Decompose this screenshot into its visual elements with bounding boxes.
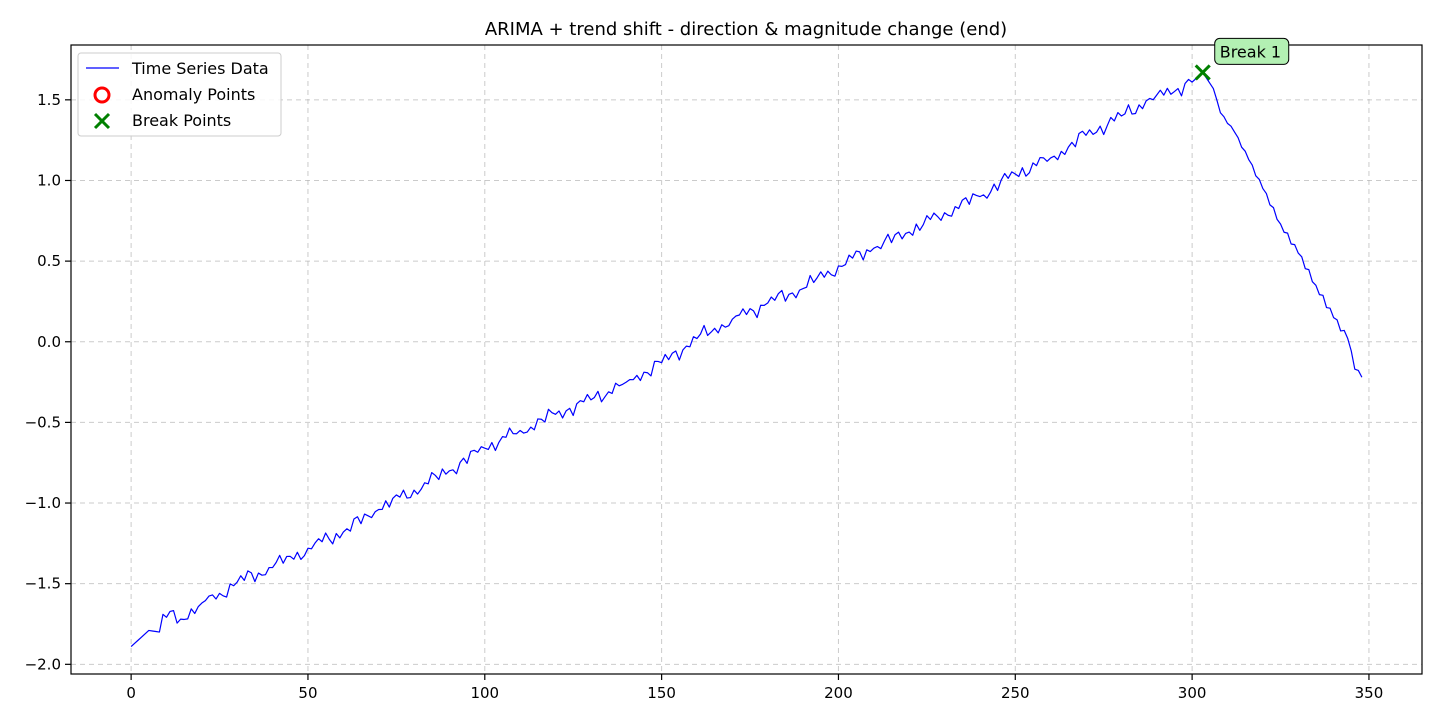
y-tick-label: 0.5: [37, 252, 61, 270]
legend-label-series: Time Series Data: [131, 59, 269, 78]
x-tick-label: 350: [1355, 684, 1384, 702]
legend: Time Series Data Anomaly Points Break Po…: [77, 52, 282, 137]
grid-layer: [71, 45, 1422, 674]
break-label: Break 1: [1220, 42, 1281, 61]
y-tick-label: 0.0: [37, 333, 61, 351]
plot-frame: [70, 44, 1423, 675]
x-tick-label: 250: [1001, 684, 1030, 702]
y-tick-label: 1.0: [37, 171, 61, 189]
tick-layer: 0 50 100 150 200 250 300 350 −2.0 −1.5 −1.0 −0.5 0.0…: [25, 91, 1384, 702]
chart-title: ARIMA + trend shift - direction & magnit…: [485, 19, 1007, 40]
break-point-marker: [1194, 64, 1211, 81]
x-tick-label: 100: [470, 684, 499, 702]
y-tick-label: −1.5: [25, 575, 61, 593]
y-tick-label: 1.5: [37, 91, 61, 109]
y-tick-label: −2.0: [25, 655, 61, 673]
break-label-box: [1214, 37, 1290, 65]
y-tick-label: −0.5: [25, 413, 61, 431]
x-tick-label: 0: [126, 684, 136, 702]
legend-x-swatch: [93, 112, 111, 130]
x-tick-label: 200: [824, 684, 853, 702]
legend-label-break: Break Points: [132, 111, 231, 130]
x-tick-label: 50: [298, 684, 317, 702]
legend-box: [77, 52, 282, 137]
x-tick-label: 300: [1178, 684, 1207, 702]
y-tick-label: −1.0: [25, 494, 61, 512]
series-line: [130, 71, 1363, 648]
legend-label-anomaly: Anomaly Points: [132, 85, 255, 104]
legend-circle-swatch: [93, 86, 111, 104]
plot-layer: [130, 64, 1363, 648]
annotation-layer: Break 1: [1214, 37, 1290, 65]
x-tick-label: 150: [647, 684, 676, 702]
